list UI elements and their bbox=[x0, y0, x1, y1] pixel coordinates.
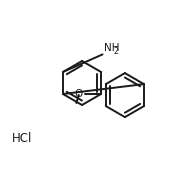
Text: NH: NH bbox=[104, 43, 119, 53]
Text: 2: 2 bbox=[113, 47, 118, 56]
Text: HCl: HCl bbox=[12, 132, 32, 145]
Text: O: O bbox=[74, 89, 82, 99]
